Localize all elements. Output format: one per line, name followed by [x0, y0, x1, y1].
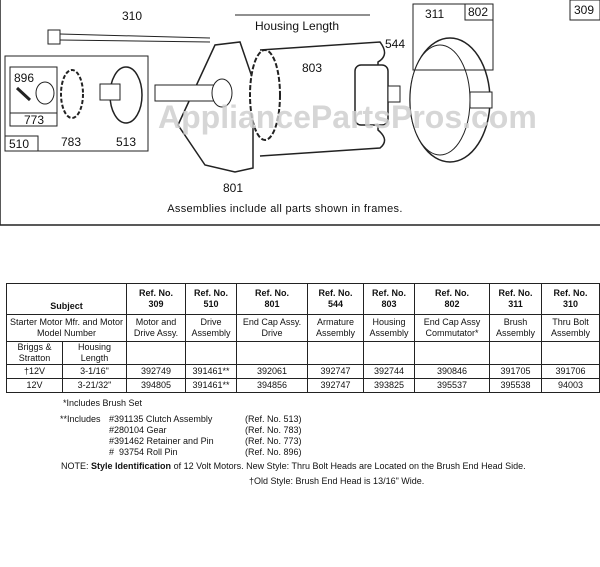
table-header-row: Subject Ref. No. 309 Ref. No. 510 Ref. No.… — [6, 283, 600, 315]
ref-header: Ref. No. 801 — [236, 283, 308, 315]
part-number-cell: 395538 — [489, 378, 542, 393]
part-number-cell: 394856 — [236, 378, 308, 393]
gear-part — [60, 69, 84, 119]
footnote-includes-label: **Includes — [60, 414, 101, 424]
footnote-brush-set: *Includes Brush Set — [63, 398, 143, 408]
ref-header: Ref. No. 802 — [414, 283, 490, 315]
part-number-cell: 392061 — [236, 364, 308, 379]
housing-length-header: Housing Length — [62, 341, 127, 365]
part-description: Motor and Drive Assy. — [126, 314, 186, 342]
watermark-logo: AppliancePartsPros.com — [158, 99, 537, 135]
diagram-frame — [0, 0, 600, 226]
end-cap-commutator-part — [409, 37, 493, 163]
end-cap-drive-part — [154, 41, 281, 173]
part-number-cell: 395537 — [414, 378, 490, 393]
part-number-cell: 391461** — [185, 378, 237, 393]
table-subheader-row: Briggs & Stratton Housing Length — [6, 341, 600, 365]
style-note-old-style: †Old Style: Brush End Head is 13/16" Wid… — [249, 476, 425, 486]
parts-table: Subject Ref. No. 309 Ref. No. 510 Ref. No.… — [6, 283, 600, 393]
model-cell: 12V — [6, 378, 63, 393]
part-description: Drive Assembly — [185, 314, 237, 342]
footnote-item-ref: (Ref. No. 773) — [245, 436, 302, 446]
retainer-frame — [9, 66, 58, 127]
drive-assembly-frame — [4, 55, 149, 152]
part-number-cell: 391706 — [541, 364, 600, 379]
part-description: Armature Assembly — [307, 314, 364, 342]
housing-length-label: Housing Length — [255, 19, 339, 33]
style-note: NOTE: Style Identification of 12 Volt Mo… — [61, 461, 526, 471]
thru-bolt-part — [47, 29, 211, 45]
diagram-caption: Assemblies include all parts shown in fr… — [167, 203, 403, 215]
subject-header: Subject — [6, 283, 127, 315]
part-number-cell: 94003 — [541, 378, 600, 393]
footnote-item-ref: (Ref. No. 513) — [245, 414, 302, 424]
ref-label-896: 896 — [14, 71, 34, 85]
part-number-cell: 391705 — [489, 364, 542, 379]
table-row: †12V 3-1/16" 392749 391461** 392061 3927… — [6, 364, 600, 379]
footnote-item-part: #391462 Retainer and Pin — [109, 436, 214, 446]
ref-label-803: 803 — [302, 61, 322, 75]
length-cell: 3-21/32" — [62, 378, 127, 393]
ref-header: Ref. No. 309 — [126, 283, 186, 315]
part-description: Housing Assembly — [363, 314, 415, 342]
part-number-cell: 391461** — [185, 364, 237, 379]
part-number-cell: 392749 — [126, 364, 186, 379]
ref-header: Ref. No. 544 — [307, 283, 364, 315]
part-description: Brush Assembly — [489, 314, 542, 342]
subject-description: Starter Motor Mfr. and Motor Model Numbe… — [6, 314, 127, 342]
footnote-item-part: #280104 Gear — [109, 425, 167, 435]
ref-label-310: 310 — [122, 9, 142, 23]
ref-label-783: 783 — [61, 135, 81, 149]
roll-pin-part — [15, 86, 32, 102]
ref-header: Ref. No. 311 — [489, 283, 542, 315]
ref-label-513: 513 — [116, 135, 136, 149]
part-number-cell: 392747 — [307, 364, 364, 379]
part-number-cell: 390846 — [414, 364, 490, 379]
ref-label-802: 802 — [468, 5, 488, 19]
ref-label-309: 309 — [574, 3, 594, 17]
ref-label-544: 544 — [385, 37, 405, 51]
brush-assembly-frame — [412, 3, 494, 71]
part-number-cell: 394805 — [126, 378, 186, 393]
table-description-row: Starter Motor Mfr. and Motor Model Numbe… — [6, 314, 600, 342]
footnote-item-ref: (Ref. No. 896) — [245, 447, 302, 457]
ref-header: Ref. No. 310 — [541, 283, 600, 315]
starter-motor-exploded-diagram: AppliancePartsPros.com 310 896 773 510 7… — [0, 0, 600, 226]
briggs-stratton-header: Briggs & Stratton — [6, 341, 63, 365]
ref-label-801: 801 — [223, 181, 243, 195]
part-number-cell: 392747 — [307, 378, 364, 393]
ref-label-510: 510 — [9, 137, 29, 151]
length-cell: 3-1/16" — [62, 364, 127, 379]
part-description: End Cap Assy Commutator* — [414, 314, 490, 342]
footnote-item-ref: (Ref. No. 783) — [245, 425, 302, 435]
part-number-cell: 392744 — [363, 364, 415, 379]
model-cell: †12V — [6, 364, 63, 379]
ref-label-773: 773 — [24, 113, 44, 127]
ref-header: Ref. No. 510 — [185, 283, 237, 315]
part-description: End Cap Assy. Drive — [236, 314, 308, 342]
footnote-item-part: # 93754 Roll Pin — [109, 447, 178, 457]
ref-header: Ref. No. 803 — [363, 283, 415, 315]
retainer-part — [35, 81, 55, 105]
table-row: 12V 3-21/32" 394805 391461** 394856 3927… — [6, 378, 600, 393]
footnote-item-part: #391135 Clutch Assembly — [109, 414, 213, 424]
ref-label-311: 311 — [425, 7, 444, 21]
part-description: Thru Bolt Assembly — [541, 314, 600, 342]
part-number-cell: 393825 — [363, 378, 415, 393]
